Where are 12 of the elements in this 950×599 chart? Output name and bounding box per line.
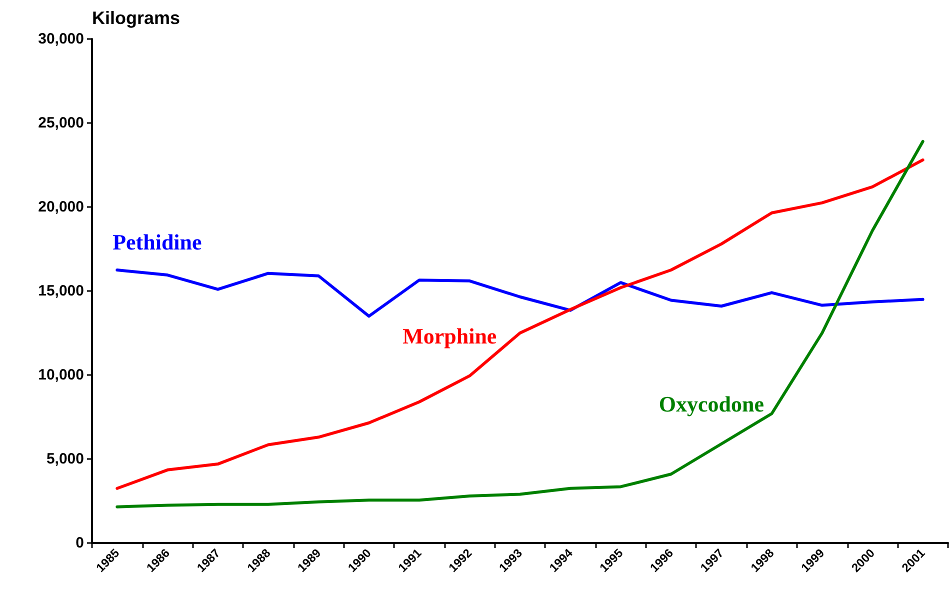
y-tick-label: 20,000 [38,198,84,216]
series-label: Pethidine [112,230,202,254]
y-tick-label: 0 [76,534,84,552]
y-tick-label: 15,000 [38,282,84,300]
y-axis-title: Kilograms [92,8,180,28]
series-label: Oxycodone [658,391,764,416]
line-series [116,268,924,318]
y-tick-label: 25,000 [38,114,84,132]
y-tick-label: 10,000 [38,366,84,384]
series-label: Morphine [402,323,497,348]
y-tick-label: 30,000 [38,30,84,48]
y-tick-label: 5,000 [46,450,84,468]
